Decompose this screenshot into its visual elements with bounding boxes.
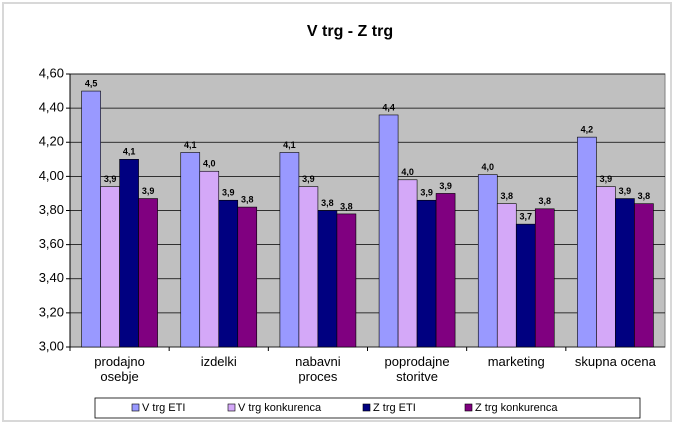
bar: [435, 193, 456, 348]
bar: [378, 114, 399, 348]
legend-label: Z trg konkurenca: [475, 402, 558, 414]
legend-swatch: [362, 403, 371, 412]
x-tick-label: izdelki: [200, 354, 237, 369]
bar: [397, 179, 418, 348]
y-tick-label: 4,60: [39, 65, 64, 80]
data-label: 3,8: [340, 201, 353, 211]
legend-swatch: [227, 403, 236, 412]
bar: [515, 223, 536, 348]
x-tick-label: marketing: [487, 354, 545, 369]
data-label: 3,9: [142, 186, 155, 196]
data-label: 4,1: [123, 147, 136, 157]
bar: [416, 199, 437, 348]
bar: [119, 159, 139, 348]
data-label: 3,9: [619, 186, 632, 196]
data-label: 3,9: [420, 188, 433, 198]
data-label: 3,8: [241, 194, 254, 204]
data-label: 4,4: [382, 102, 395, 112]
bar: [81, 90, 101, 348]
data-label: 3,8: [500, 191, 513, 201]
x-tick-label: poprodajne storitve: [384, 354, 450, 384]
data-label: 3,9: [439, 181, 452, 191]
y-tick-label: 3,60: [39, 236, 64, 251]
bar: [180, 152, 201, 348]
data-label: 4,2: [581, 125, 594, 135]
legend-label: Z trg ETI: [373, 402, 416, 414]
y-tick-label: 3,00: [39, 338, 64, 353]
data-label: 3,7: [519, 212, 532, 222]
data-label: 3,9: [104, 174, 117, 184]
data-label: 4,0: [203, 159, 216, 169]
data-label: 3,9: [222, 188, 235, 198]
bar: [596, 186, 616, 348]
bar: [138, 198, 158, 348]
bar: [317, 210, 338, 348]
bar: [615, 198, 635, 348]
chart-title: V trg - Z trg: [307, 23, 393, 40]
y-tick-label: 3,80: [39, 202, 64, 217]
legend-label: V trg ETI: [142, 402, 185, 414]
y-tick-label: 3,20: [39, 304, 64, 319]
x-tick-label: nabavni proces: [295, 354, 341, 384]
data-label: 3,8: [538, 196, 551, 206]
legend-label: V trg konkurenca: [238, 402, 322, 414]
legend-swatch: [131, 403, 140, 412]
bar: [534, 208, 555, 348]
legend-swatch: [464, 403, 473, 412]
x-tick-label: skupna ocena: [574, 354, 656, 369]
y-tick-label: 4,40: [39, 100, 64, 115]
data-label: 3,8: [638, 191, 651, 201]
data-label: 3,9: [302, 174, 315, 184]
data-label: 4,5: [85, 78, 98, 88]
x-tick-label: prodajno osebje: [94, 354, 145, 384]
data-label: 4,0: [401, 167, 414, 177]
data-label: 4,0: [481, 162, 494, 172]
data-label: 3,8: [321, 198, 334, 208]
bar: [237, 206, 258, 348]
y-tick-label: 3,40: [39, 270, 64, 285]
bar: [279, 152, 300, 348]
bar: [199, 170, 220, 348]
data-label: 4,1: [184, 140, 197, 150]
bar: [577, 136, 597, 348]
bar: [298, 186, 319, 348]
bar: [336, 213, 357, 348]
bar: [100, 186, 120, 348]
data-label: 3,9: [600, 174, 613, 184]
bar: [218, 199, 239, 348]
bar: [477, 174, 498, 348]
bar: [634, 203, 654, 348]
data-label: 4,1: [283, 140, 296, 150]
bar: [496, 203, 517, 348]
y-tick-label: 4,20: [39, 134, 64, 149]
y-tick-label: 4,00: [39, 168, 64, 183]
